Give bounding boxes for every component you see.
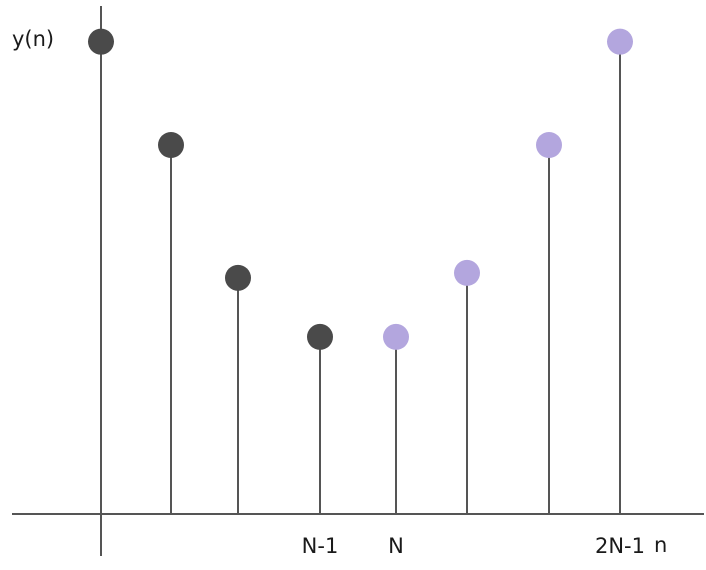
stem-marker bbox=[307, 323, 333, 350]
stem-marker bbox=[607, 28, 633, 55]
stem-marker bbox=[383, 323, 409, 350]
stem-marker bbox=[88, 28, 114, 55]
x-tick-label: N-1 bbox=[302, 534, 339, 558]
stem-marker bbox=[454, 259, 480, 286]
stem-series bbox=[88, 28, 633, 514]
y-axis-label: y(n) bbox=[12, 27, 54, 51]
stem-marker bbox=[536, 132, 562, 158]
x-axis-label: n bbox=[654, 533, 667, 557]
x-tick-label: N bbox=[388, 534, 404, 558]
stem-marker bbox=[158, 132, 184, 158]
stem-marker bbox=[225, 264, 251, 291]
x-tick-label: 2N-1 bbox=[595, 534, 645, 558]
